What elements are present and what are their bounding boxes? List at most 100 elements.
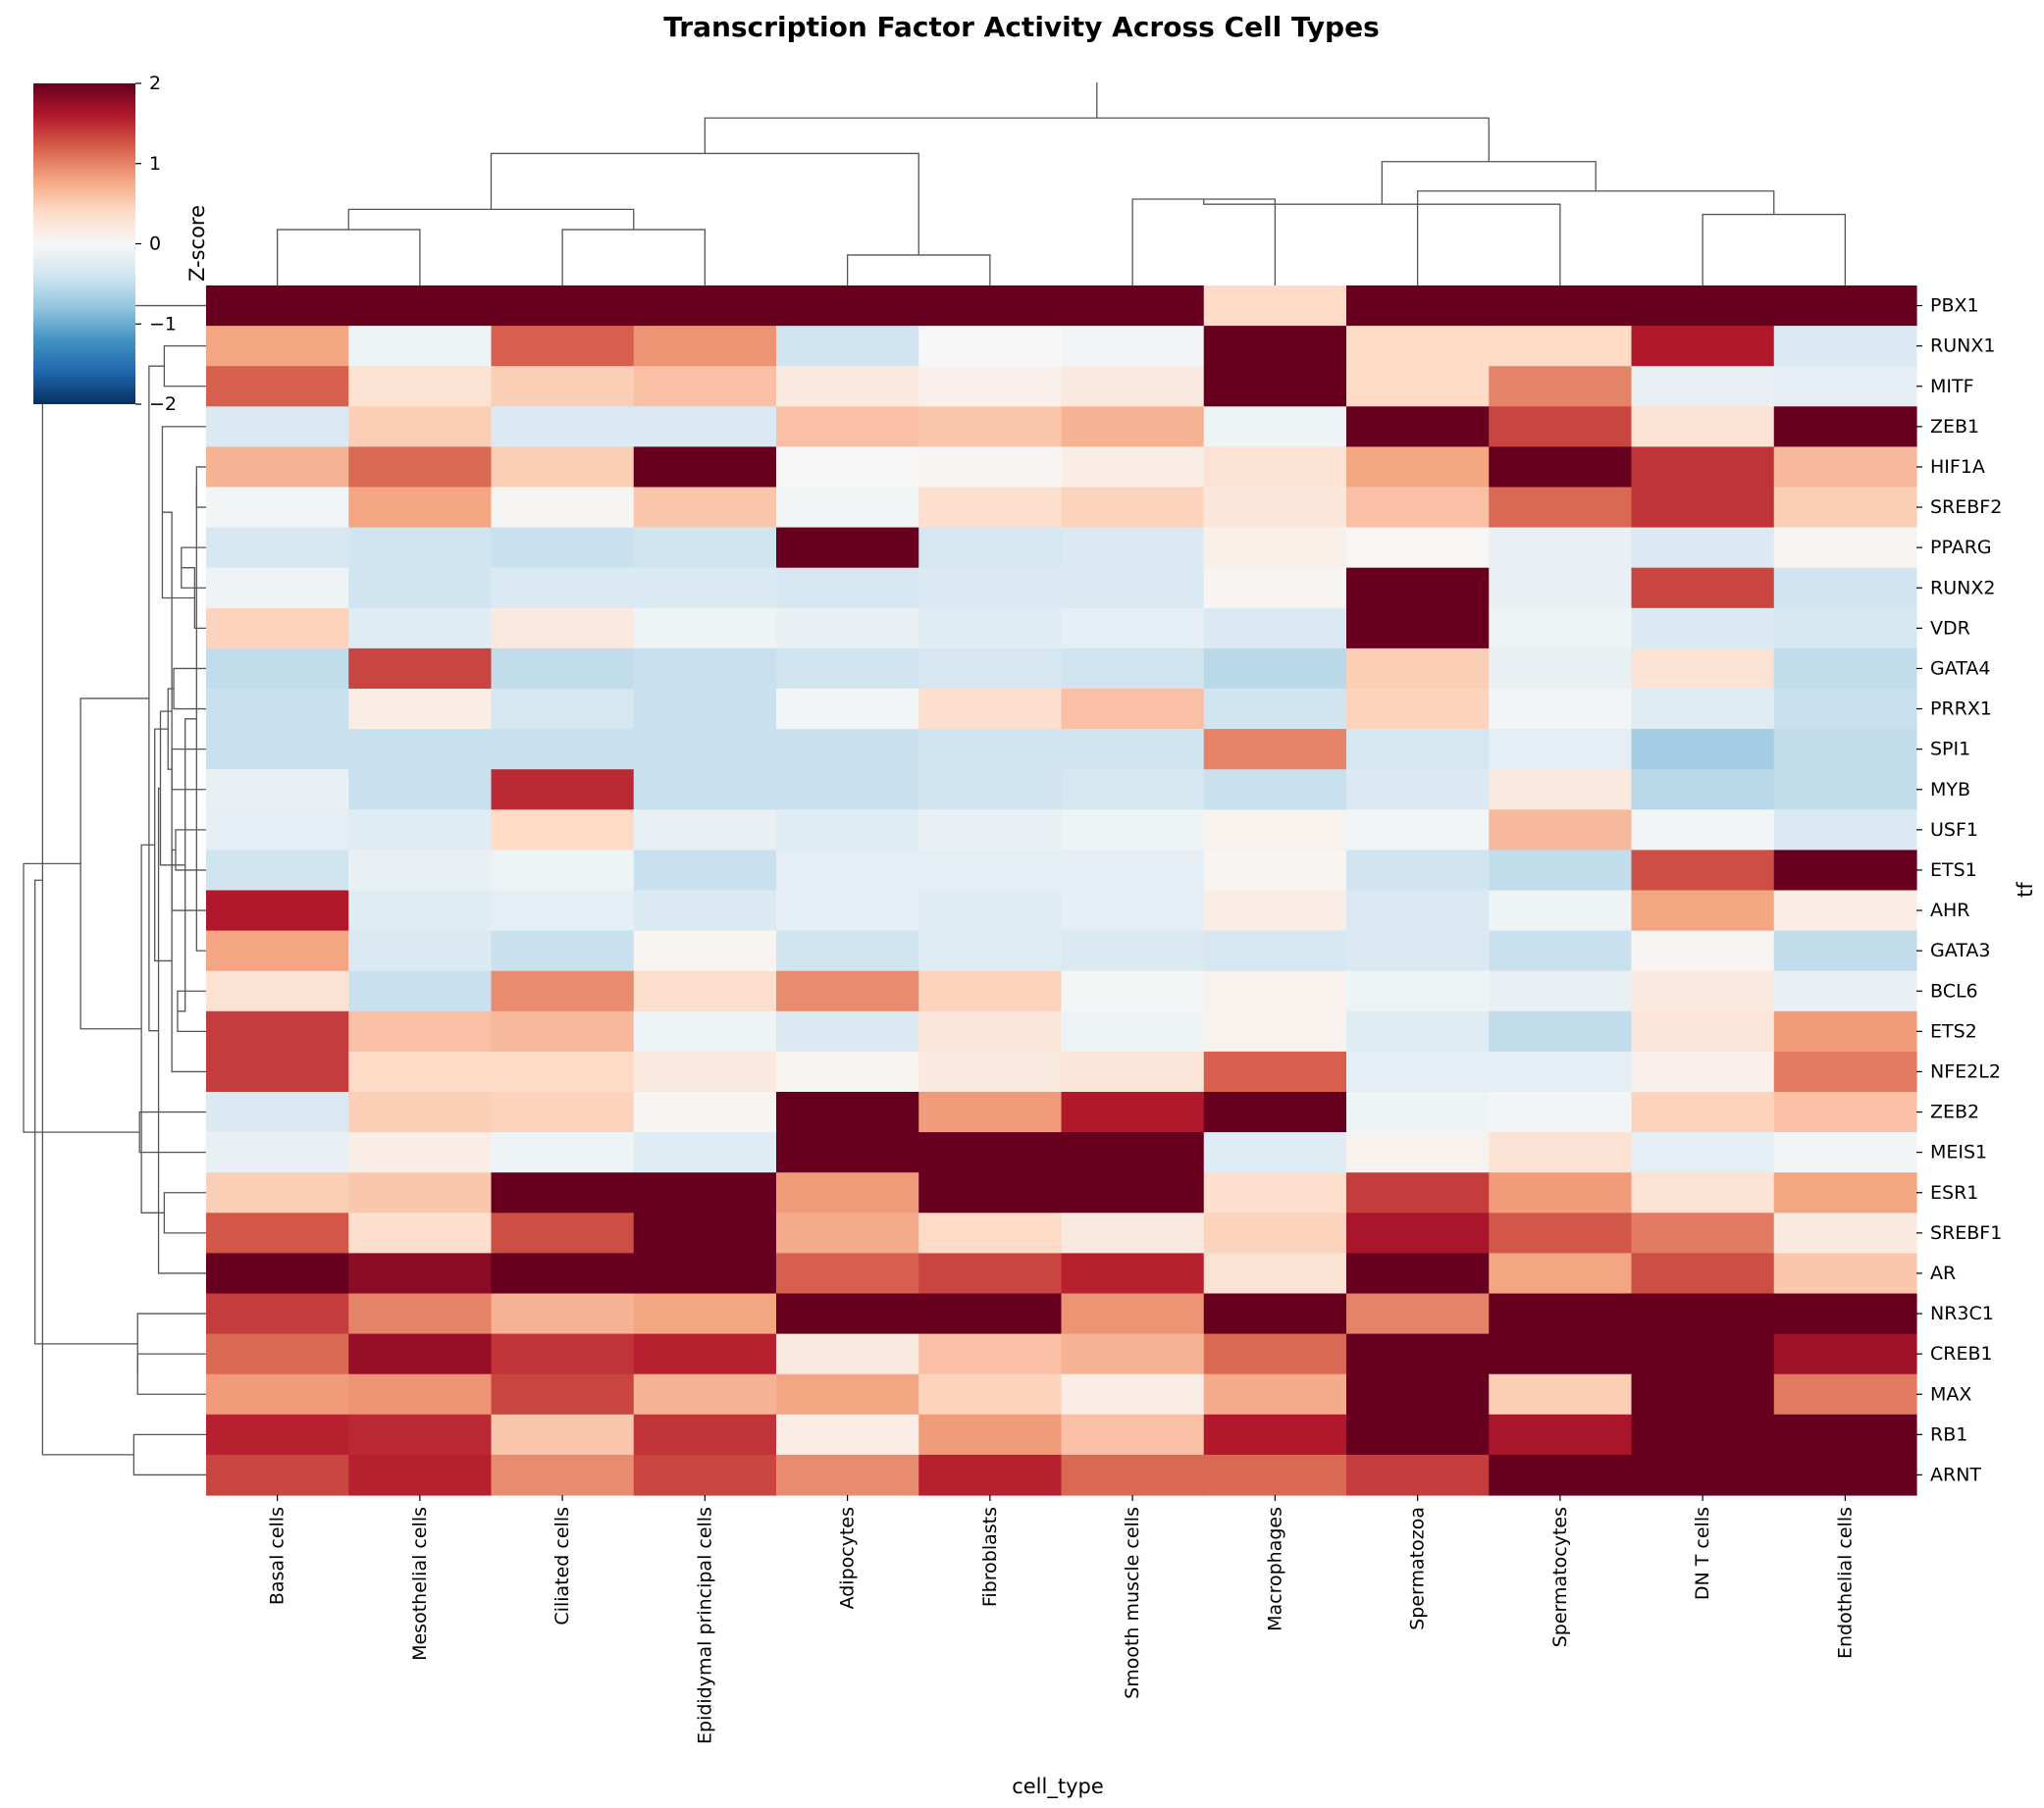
y-tick-label: USF1 [1930, 819, 1978, 841]
heatmap-cell [1631, 1010, 1775, 1053]
heatmap-cell [206, 970, 349, 1012]
heatmap-cell [206, 1373, 349, 1416]
x-tick-label: Fibroblasts [979, 1507, 1001, 1607]
heatmap-cell [1061, 406, 1205, 447]
heatmap-cell [633, 366, 777, 407]
heatmap-cell [1773, 326, 1917, 367]
heatmap-cell [1346, 487, 1490, 529]
heatmap-cell [1773, 1010, 1917, 1053]
heatmap-cell [1061, 366, 1205, 407]
heatmap-cell [776, 406, 919, 447]
dendrogram-link [561, 229, 707, 285]
heatmap-cell [776, 1092, 919, 1133]
heatmap-cell [1631, 809, 1775, 851]
heatmap-cell [1631, 527, 1775, 569]
heatmap-cell [633, 527, 777, 569]
heatmap-cell [491, 1132, 635, 1173]
heatmap-cell [633, 647, 777, 690]
heatmap-cell [1773, 1253, 1917, 1295]
heatmap-cell [491, 1454, 635, 1496]
y-tick-label: ZEB2 [1930, 1102, 1979, 1123]
x-tick-label: Ciliated cells [551, 1507, 573, 1626]
heatmap-cell [1061, 1213, 1205, 1254]
heatmap-cell [1061, 890, 1205, 932]
heatmap-cell [918, 1051, 1063, 1093]
heatmap-cell [491, 930, 635, 972]
heatmap-cell [918, 1293, 1063, 1335]
heatmap-cell [918, 1333, 1063, 1375]
heatmap-cell [206, 487, 349, 529]
heatmap-cell [776, 326, 919, 367]
heatmap-cell [1061, 1092, 1205, 1133]
heatmap-cell [1631, 850, 1775, 892]
heatmap-cell [348, 970, 493, 1012]
dendrogram-link [167, 688, 175, 770]
heatmap-cell [776, 1051, 919, 1093]
heatmap-cell [1346, 1414, 1490, 1456]
heatmap-cell [1346, 1293, 1490, 1335]
heatmap-cell [348, 1454, 493, 1496]
y-tick-label: RB1 [1930, 1423, 1967, 1445]
heatmap-cell [633, 567, 777, 609]
heatmap-cell [1631, 1092, 1775, 1133]
heatmap-cell [918, 689, 1063, 730]
heatmap-cell [1489, 1454, 1633, 1496]
heatmap-cell [1061, 567, 1205, 609]
heatmap-cell [1631, 1333, 1775, 1375]
heatmap-cell [206, 1172, 349, 1214]
heatmap-cell [491, 890, 635, 932]
y-tick-label: AR [1930, 1263, 1956, 1284]
heatmap-cell [633, 970, 777, 1012]
heatmap-cell [348, 406, 493, 447]
heatmap-cell [918, 1172, 1063, 1214]
heatmap-cell [1773, 567, 1917, 609]
heatmap-cell [1061, 850, 1205, 892]
heatmap-cell [206, 1132, 349, 1173]
heatmap-cell [1203, 689, 1347, 730]
y-tick-label: RUNX2 [1930, 577, 1995, 598]
heatmap-cell [206, 567, 349, 609]
heatmap-cell [1489, 446, 1633, 489]
heatmap-cell [491, 1293, 635, 1335]
heatmap-cell [918, 890, 1063, 932]
heatmap-cell [1489, 1373, 1633, 1416]
x-tick-label: Epididymal principal cells [694, 1507, 715, 1744]
heatmap-cell [918, 366, 1063, 407]
heatmap-cell [1489, 1092, 1633, 1133]
heatmap-cell [1203, 1213, 1347, 1254]
heatmap-cell [1773, 647, 1917, 690]
chart-title: Transcription Factor Activity Across Cel… [663, 11, 1380, 43]
heatmap-cell [1773, 1333, 1917, 1375]
heatmap-cell [1346, 567, 1490, 609]
y-tick-label: MYB [1930, 779, 1970, 801]
heatmap-cell [1773, 689, 1917, 730]
heatmap-cell [1061, 1132, 1205, 1173]
heatmap-cell [633, 285, 777, 327]
heatmap-cell [633, 446, 777, 489]
heatmap-cell [918, 1414, 1063, 1456]
column-dendrogram [276, 82, 1847, 285]
heatmap-cell [1346, 1092, 1490, 1133]
heatmap-cell [633, 850, 777, 892]
heatmap-cell [1489, 729, 1633, 770]
dendrogram-link [136, 1353, 206, 1395]
dendrogram-link [704, 117, 1490, 162]
row-dendrogram [23, 304, 206, 1476]
heatmap-cell [1631, 1373, 1775, 1416]
heatmap-cell [348, 1373, 493, 1416]
heatmap-cell [348, 1414, 493, 1456]
heatmap-cell [1203, 1293, 1347, 1335]
heatmap-cell [633, 890, 777, 932]
heatmap-cell [206, 1414, 349, 1456]
heatmap-cell [348, 1092, 493, 1133]
heatmap-cell [1346, 1333, 1490, 1375]
heatmap-cell [1346, 1010, 1490, 1053]
heatmap-cell [491, 850, 635, 892]
heatmap-cell [1773, 285, 1917, 327]
heatmap-cell [1489, 689, 1633, 730]
heatmap-cell [206, 1454, 349, 1496]
dendrogram-link [171, 849, 206, 1073]
heatmap-cell [776, 446, 919, 489]
heatmap-cell [1631, 890, 1775, 932]
heatmap-cell [491, 1373, 635, 1416]
